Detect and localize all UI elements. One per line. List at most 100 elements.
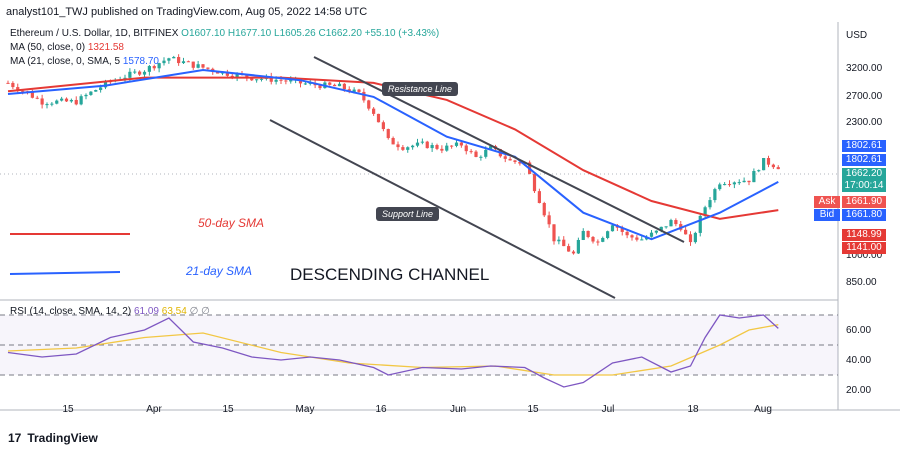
candle-body <box>138 71 142 75</box>
candle-body <box>406 147 410 150</box>
price-tick-850: 850.00 <box>846 277 877 288</box>
legend-symbol: Ethereum / U.S. Dollar, 1D, BITFINEX O16… <box>10 28 439 39</box>
candle-body <box>147 66 151 72</box>
candle-body <box>459 142 463 146</box>
candle-body <box>396 144 400 148</box>
x-tick-5: 16 <box>375 404 387 415</box>
candle-body <box>381 122 385 130</box>
candle-body <box>747 180 751 183</box>
support-line <box>269 119 616 299</box>
legend-rsi-value: 61.09 <box>133 306 159 317</box>
candle-body <box>552 224 556 242</box>
x-tick-10: Aug <box>754 404 772 415</box>
candle-body <box>703 207 707 216</box>
candle-body <box>99 87 103 91</box>
price-tick-1000: 1000.00 <box>846 250 883 261</box>
candle-body <box>157 63 161 69</box>
candle-body <box>503 156 507 159</box>
candle-body <box>435 145 439 149</box>
candle-body <box>664 226 668 228</box>
candle-body <box>328 82 332 85</box>
price-box-high2: 1802.61 <box>842 154 886 166</box>
candle-body <box>596 241 600 243</box>
rsi-tick-20: 20.00 <box>846 385 872 396</box>
candle-body <box>445 145 449 151</box>
x-tick-8: Jul <box>601 404 615 415</box>
candle-body <box>654 230 658 233</box>
candle-body <box>225 71 229 76</box>
legend-ohlc: O1607.10 H1677.10 L1605.26 C1662.20 +55.… <box>181 28 440 39</box>
candle-body <box>172 56 176 59</box>
candle-body <box>40 98 44 105</box>
candle-body <box>771 164 775 168</box>
candle-body <box>762 158 766 171</box>
rsi-line <box>7 314 779 388</box>
candle-body <box>776 167 780 170</box>
legend-rsi-label: RSI (14, close, SMA, 14, 2) <box>10 306 132 317</box>
tradingview-logo[interactable]: 17 TradingView <box>8 431 98 445</box>
candle-body <box>342 83 346 90</box>
candle-body <box>571 251 576 254</box>
candle-body <box>688 234 693 243</box>
price-box-ma50: 1148.99 <box>842 229 886 241</box>
candle-body <box>669 220 673 227</box>
ask-label: Ask <box>814 196 840 208</box>
rsi-tick-40: 40.00 <box>846 355 872 366</box>
moving-average-lines <box>7 68 779 275</box>
legend-ma21-value: 1578.70 <box>122 56 159 67</box>
candle-body <box>430 145 434 149</box>
candle-body <box>601 237 605 242</box>
x-tick-7: 15 <box>527 404 539 415</box>
candle-body <box>674 220 678 225</box>
candle-body <box>21 90 25 92</box>
candle-body <box>425 141 429 149</box>
candle-body <box>542 203 546 216</box>
candle-body <box>230 75 234 78</box>
candle-body <box>420 141 424 143</box>
candle-body <box>357 89 361 92</box>
price-tick-3200: 3200.00 <box>846 63 883 74</box>
x-tick-9: 18 <box>687 404 699 415</box>
candle-body <box>45 104 49 106</box>
candle-body <box>752 171 756 183</box>
candle-body <box>196 64 200 68</box>
candle-body <box>30 92 34 98</box>
sma21-legend-line <box>9 271 121 275</box>
candle-body <box>376 113 381 123</box>
candle-body <box>142 71 147 75</box>
price-box-countdown: 17:00:14 <box>842 180 886 192</box>
candle-body <box>216 71 220 74</box>
x-tick-6: Jun <box>449 404 467 415</box>
candle-body <box>6 82 10 84</box>
candle-body <box>718 184 722 190</box>
price-box-ask: 1661.90 <box>842 196 886 208</box>
candle-body <box>269 76 273 82</box>
candle-body <box>474 151 478 157</box>
legend-rsi-na: ∅ ∅ <box>189 306 210 317</box>
candle-body <box>684 229 688 235</box>
candle-body <box>547 215 551 225</box>
rsi-tick-60: 60.00 <box>846 325 872 336</box>
tradingview-logo-text: TradingView <box>27 431 98 445</box>
candle-body <box>635 237 639 240</box>
candle-body <box>630 235 634 238</box>
candle-body <box>610 225 615 232</box>
candle-body <box>245 74 249 78</box>
sma50-annotation: 50-day SMA <box>198 216 265 230</box>
candle-body <box>508 158 512 161</box>
candle-body <box>489 146 493 150</box>
candle-body <box>250 77 254 81</box>
x-tick-4: May <box>295 404 315 415</box>
candle-body <box>367 100 371 109</box>
tradingview-logo-icon: 17 <box>8 431 22 445</box>
currency-label: USD <box>846 30 868 41</box>
resistance-line-callout: Resistance Line <box>382 82 459 96</box>
legend-ma21-label: MA (21, close, 0, SMA, 5 <box>10 56 121 67</box>
candle-body <box>167 58 171 61</box>
candle-body <box>235 73 239 78</box>
candle-body <box>464 145 468 152</box>
candle-body <box>133 71 137 73</box>
candle-body <box>532 173 537 192</box>
publish-caption: analyst101_TWJ published on TradingView.… <box>6 6 368 18</box>
bid-label: Bid <box>814 209 840 221</box>
